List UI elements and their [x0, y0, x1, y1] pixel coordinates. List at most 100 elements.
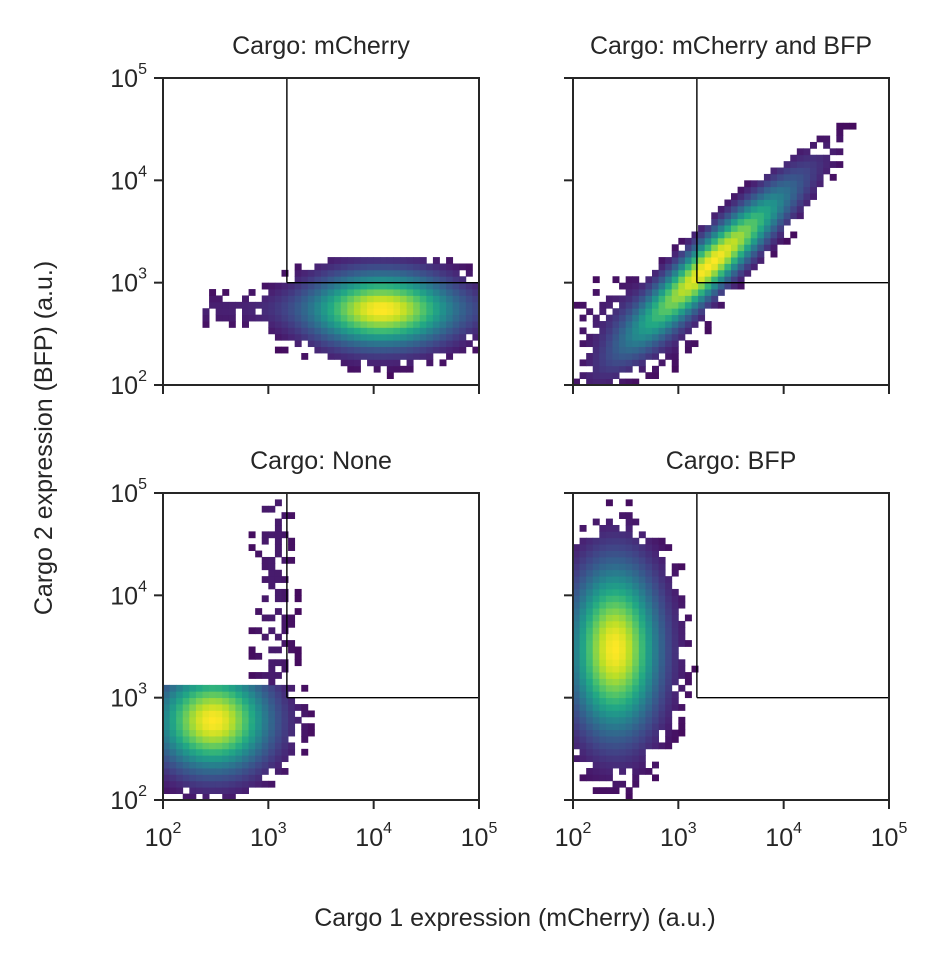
- heatmap-cell: [678, 333, 686, 341]
- heatmap-cell: [373, 269, 381, 277]
- heatmap-cell: [783, 180, 791, 188]
- heatmap-cell: [592, 768, 600, 775]
- heatmap-cell: [327, 263, 335, 271]
- heatmap-cell: [321, 333, 328, 341]
- heatmap-cell: [638, 531, 646, 539]
- heatmap-cell: [605, 556, 613, 564]
- heatmap-cell: [632, 544, 640, 551]
- heatmap-cell: [750, 186, 758, 194]
- heatmap-cell: [658, 595, 666, 603]
- heatmap-cell: [426, 289, 434, 296]
- heatmap-cell: [671, 321, 679, 328]
- heatmap-cell: [750, 244, 758, 252]
- heatmap-cell: [652, 308, 659, 316]
- heatmap-cell: [612, 761, 620, 769]
- heatmap-cell: [353, 282, 361, 290]
- heatmap-cell: [777, 237, 785, 245]
- heatmap-cells: [573, 499, 699, 801]
- heatmap-cell: [288, 544, 296, 551]
- heatmap-cell: [652, 691, 659, 699]
- heatmap-cell: [248, 755, 256, 763]
- heatmap-cell: [307, 308, 315, 316]
- heatmap-cell: [777, 212, 785, 220]
- heatmap-cell: [612, 780, 620, 788]
- heatmap-cell: [763, 205, 771, 213]
- heatmap-cell: [599, 378, 607, 386]
- heatmap-cell: [169, 710, 177, 718]
- heatmap-cell: [658, 289, 666, 296]
- heatmap-cell: [347, 295, 355, 303]
- heatmap-cell: [619, 327, 627, 335]
- heatmap-cell: [816, 167, 824, 175]
- heatmap-cell: [307, 269, 315, 277]
- heatmap-cell: [586, 716, 594, 724]
- heatmap-cell: [380, 301, 388, 309]
- x-tick-label: 102: [145, 820, 182, 852]
- heatmap-cell: [737, 205, 745, 213]
- heatmap-cell: [222, 289, 230, 296]
- heatmap-cell: [599, 704, 607, 711]
- heatmap-cell: [599, 353, 607, 360]
- heatmap-cell: [691, 321, 699, 328]
- heatmap-cell: [261, 716, 269, 724]
- heatmap-cell: [625, 729, 633, 737]
- heatmap-cell: [612, 755, 620, 763]
- heatmap-cell: [671, 301, 679, 309]
- heatmap-cell: [665, 263, 673, 271]
- heatmap-cell: [261, 295, 269, 303]
- heatmap-cell: [393, 346, 401, 354]
- heatmap-cell: [347, 321, 355, 328]
- heatmap-cell: [678, 257, 686, 264]
- heatmap-cell: [406, 327, 414, 335]
- heatmap-cell: [599, 755, 607, 763]
- heatmap-cell: [380, 295, 388, 303]
- heatmap-cell: [665, 678, 673, 686]
- heatmap-cell: [638, 550, 646, 558]
- heatmap-cell: [360, 269, 368, 277]
- heatmap-cell: [625, 633, 633, 641]
- heatmap-cell: [638, 327, 646, 335]
- heatmap-cell: [288, 289, 296, 296]
- heatmap-cell: [763, 237, 771, 245]
- heatmap-cell: [652, 729, 659, 737]
- heatmap-cell: [632, 697, 640, 705]
- heatmap-cell: [803, 167, 811, 175]
- heatmap-cell: [632, 595, 640, 603]
- heatmap-cell: [573, 723, 580, 731]
- heatmap-cell: [592, 640, 600, 647]
- heatmap-cell: [288, 742, 296, 750]
- heatmap-cell: [268, 314, 276, 322]
- heatmap-cell: [632, 576, 640, 583]
- heatmap-cell: [625, 588, 633, 596]
- heatmap-cell: [202, 774, 210, 782]
- heatmap-cell: [652, 327, 659, 335]
- heatmap-cell: [248, 710, 256, 718]
- heatmap-cell: [638, 359, 646, 367]
- heatmap-cell: [586, 697, 594, 705]
- heatmap-cell: [163, 729, 170, 737]
- heatmap-cell: [665, 321, 673, 328]
- heatmap-cell: [176, 748, 184, 756]
- heatmap-cell: [592, 359, 600, 367]
- heatmap-cell: [301, 282, 309, 290]
- heatmap-cell: [619, 627, 627, 635]
- heatmap-cell: [612, 601, 620, 609]
- heatmap-cell: [665, 646, 673, 654]
- heatmap-cell: [288, 646, 296, 654]
- heatmap-cell: [625, 537, 633, 545]
- heatmap-cell: [842, 122, 850, 130]
- heatmap-cell: [281, 697, 289, 705]
- heatmap-cell: [605, 748, 613, 756]
- heatmap-cell: [744, 244, 752, 252]
- heatmap-cell: [426, 269, 434, 277]
- heatmap-cell: [228, 755, 236, 763]
- heatmap-cell: [413, 282, 421, 290]
- heatmap-cell: [691, 314, 699, 322]
- heatmap-cell: [268, 716, 276, 724]
- heatmap-cell: [314, 282, 322, 290]
- heatmap-cell: [645, 282, 653, 290]
- heatmap-cell: [419, 289, 427, 296]
- heatmap-cell: [419, 263, 427, 271]
- heatmap-cell: [731, 263, 738, 271]
- heatmap-cell: [281, 512, 289, 519]
